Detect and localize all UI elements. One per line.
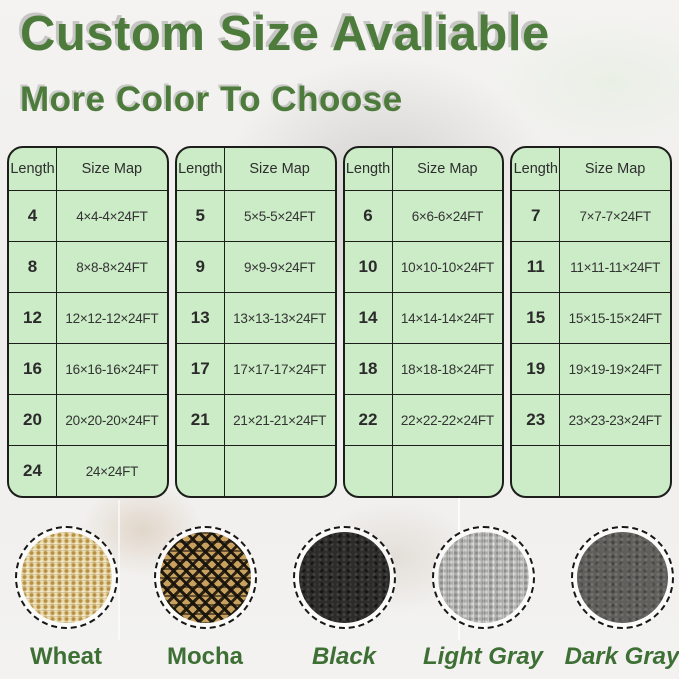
length-cell: 24 <box>9 445 57 496</box>
size-map-cell: 6×6-6×24FT <box>392 190 503 241</box>
length-cell: 19 <box>512 343 561 394</box>
size-map-cell: 10×10-10×24FT <box>392 241 503 292</box>
length-cell <box>176 445 225 496</box>
size-map-cell: 9×9-9×24FT <box>224 241 335 292</box>
size-map-cell: 23×23-23×24FT <box>560 394 670 445</box>
length-cell: 23 <box>512 394 561 445</box>
size-map-cell: 17×17-17×24FT <box>224 343 335 394</box>
size-table-2: Length Size Map 5 5×5-5×24FT 9 9×9-9×24FT 13 13… <box>174 146 337 498</box>
length-cell: 6 <box>344 190 393 241</box>
column-header-size-map: Size Map <box>584 161 646 177</box>
column-header-length: Length <box>9 148 57 190</box>
length-cell: 14 <box>344 292 393 343</box>
swatch-dark-gray: Dark Gray <box>565 526 679 671</box>
size-map-cell: 21×21-21×24FT <box>224 394 335 445</box>
size-map-cell: 15×15-15×24FT <box>560 292 670 343</box>
swatch-label-dark-gray: Dark Gray <box>564 643 679 670</box>
page-title: Custom Size Avaliable <box>20 7 550 61</box>
size-tables: Length Size Map 4 4×4-4×24FT 8 8×8-8×24FT 12 12… <box>0 146 679 498</box>
length-cell: 5 <box>176 190 225 241</box>
column-header-length: Length <box>177 148 225 190</box>
swatch-wheat: Wheat <box>14 526 118 671</box>
length-cell: 13 <box>176 292 225 343</box>
length-cell <box>344 445 393 496</box>
column-header-size-map: Size Map <box>249 161 310 177</box>
length-cell: 10 <box>344 241 393 292</box>
swatch-black: Black <box>292 526 396 671</box>
size-map-cell: 14×14-14×24FT <box>392 292 503 343</box>
light-gray-fabric-circle-icon <box>431 526 535 629</box>
column-header-length: Length <box>512 148 561 190</box>
size-table-4: Length Size Map 7 7×7-7×24FT 11 11×11-11×24FT… <box>510 146 672 498</box>
size-map-cell: 7×7-7×24FT <box>560 190 670 241</box>
swatch-label-mocha: Mocha <box>166 643 243 670</box>
size-map-cell: 18×18-18×24FT <box>392 343 503 394</box>
black-fabric-circle-icon <box>292 526 396 629</box>
length-cell: 16 <box>9 343 57 394</box>
wheat-fabric-texture <box>20 532 112 623</box>
length-cell: 15 <box>512 292 561 343</box>
size-map-cell: 16×16-16×24FT <box>57 343 167 394</box>
size-map-cell: 5×5-5×24FT <box>224 190 335 241</box>
mocha-fabric-texture <box>159 532 251 623</box>
column-header-size-map: Size Map <box>417 161 478 177</box>
dark-gray-fabric-circle-icon <box>570 526 674 629</box>
length-cell: 9 <box>176 241 225 292</box>
black-fabric-texture <box>298 532 390 623</box>
size-map-cell <box>392 445 503 496</box>
swatch-light-gray: Light Gray <box>423 526 543 671</box>
length-cell: 8 <box>9 241 57 292</box>
length-cell: 7 <box>512 190 561 241</box>
column-header-size-map: Size Map <box>81 161 143 177</box>
mocha-fabric-circle-icon <box>153 526 257 629</box>
swatch-label-wheat: Wheat <box>30 643 102 670</box>
swatch-mocha: Mocha <box>153 526 257 671</box>
wheat-fabric-circle-icon <box>14 526 118 629</box>
page-subtitle: More Color To Choose <box>20 80 403 119</box>
size-map-cell: 4×4-4×24FT <box>57 190 167 241</box>
length-cell: 11 <box>512 241 561 292</box>
size-table-3: Length Size Map 6 6×6-6×24FT 10 10×10-10×24FT… <box>342 146 505 498</box>
length-cell: 17 <box>176 343 225 394</box>
size-table-1: Length Size Map 4 4×4-4×24FT 8 8×8-8×24FT 12 12… <box>7 146 169 498</box>
column-header-length: Length <box>345 148 393 190</box>
length-cell: 4 <box>9 190 57 241</box>
size-map-cell: 8×8-8×24FT <box>57 241 167 292</box>
size-map-cell: 12×12-12×24FT <box>57 292 167 343</box>
size-map-cell: 20×20-20×24FT <box>57 394 167 445</box>
size-map-cell: 11×11-11×24FT <box>560 241 670 292</box>
size-map-cell: 19×19-19×24FT <box>560 343 670 394</box>
size-map-cell: 22×22-22×24FT <box>392 394 503 445</box>
length-cell <box>512 445 561 496</box>
length-cell: 22 <box>344 394 393 445</box>
length-cell: 21 <box>176 394 225 445</box>
color-swatches: Wheat Mocha Black Light Gray Dark Gray <box>0 526 679 671</box>
swatch-label-black: Black <box>311 643 377 670</box>
length-cell: 12 <box>9 292 57 343</box>
size-map-cell <box>224 445 335 496</box>
dark-gray-fabric-texture <box>576 532 668 623</box>
size-map-cell: 24×24FT <box>57 445 167 496</box>
light-gray-fabric-texture <box>437 532 529 623</box>
size-map-cell: 13×13-13×24FT <box>224 292 335 343</box>
size-map-cell <box>560 445 670 496</box>
swatch-label-light-gray: Light Gray <box>423 643 544 670</box>
length-cell: 18 <box>344 343 393 394</box>
length-cell: 20 <box>9 394 57 445</box>
